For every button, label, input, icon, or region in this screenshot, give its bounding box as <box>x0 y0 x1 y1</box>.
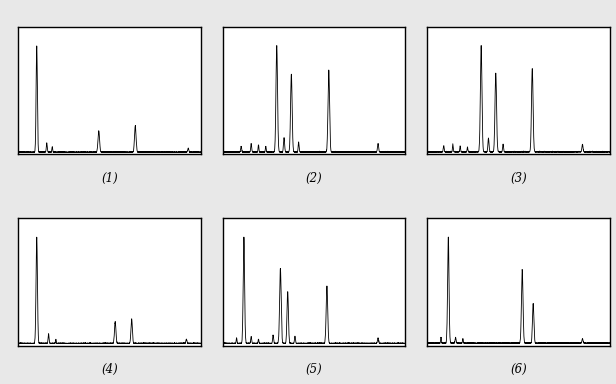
Text: (1): (1) <box>102 172 118 185</box>
Text: (2): (2) <box>306 172 323 185</box>
Text: (3): (3) <box>510 172 527 185</box>
Text: (6): (6) <box>510 363 527 376</box>
Text: (4): (4) <box>102 363 118 376</box>
Text: (5): (5) <box>306 363 323 376</box>
